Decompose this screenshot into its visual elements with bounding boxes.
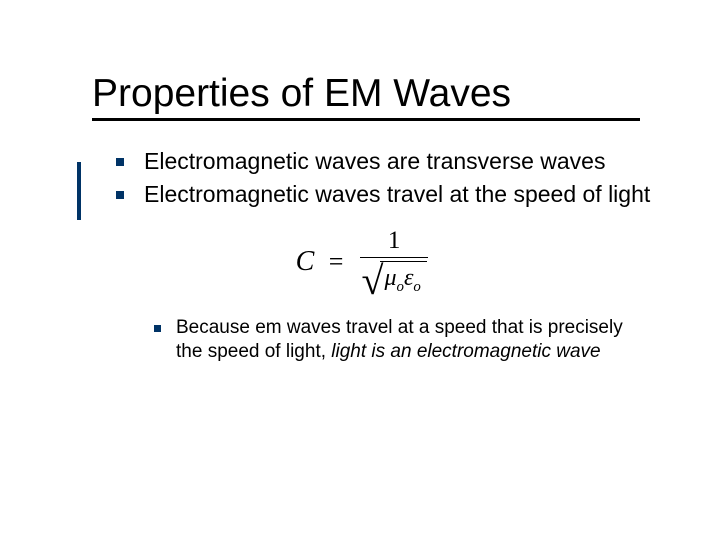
title-block: Properties of EM Waves (92, 72, 652, 121)
equation-lhs: C (296, 246, 315, 278)
bullet-item: Electromagnetic waves travel at the spee… (112, 180, 652, 209)
epsilon-subscript: o (413, 278, 420, 294)
equals-sign: = (329, 247, 344, 277)
radicand: μoεo (380, 261, 426, 296)
fraction-numerator: 1 (360, 227, 429, 258)
bullet-text: Electromagnetic waves are transverse wav… (144, 148, 605, 174)
epsilon-symbol: ε (404, 265, 413, 291)
mu-symbol: μ (384, 265, 396, 291)
slide: Properties of EM Waves Electromagnetic w… (0, 72, 720, 540)
fraction-denominator: √ μoεo (360, 258, 429, 298)
equation: C = 1 √ μoεo (72, 227, 652, 298)
title-underline (92, 118, 640, 121)
bullet-item: Electromagnetic waves are transverse wav… (112, 147, 652, 176)
accent-bar (77, 162, 81, 220)
equation-inner: C = 1 √ μoεo (296, 227, 429, 298)
square-root: √ μoεo (362, 261, 427, 296)
sub-bullet-text-italic: light is an electromagnetic wave (331, 341, 600, 362)
slide-title: Properties of EM Waves (92, 72, 652, 116)
mu-subscript: o (397, 278, 404, 294)
bullet-text: Electromagnetic waves travel at the spee… (144, 181, 650, 207)
content-area: Electromagnetic waves are transverse wav… (112, 147, 652, 365)
radical-icon: √ (362, 269, 384, 293)
sub-bullet-list: Because em waves travel at a speed that … (150, 316, 652, 365)
sub-bullet-item: Because em waves travel at a speed that … (150, 316, 652, 365)
fraction: 1 √ μoεo (360, 227, 429, 298)
bullet-list: Electromagnetic waves are transverse wav… (112, 147, 652, 209)
